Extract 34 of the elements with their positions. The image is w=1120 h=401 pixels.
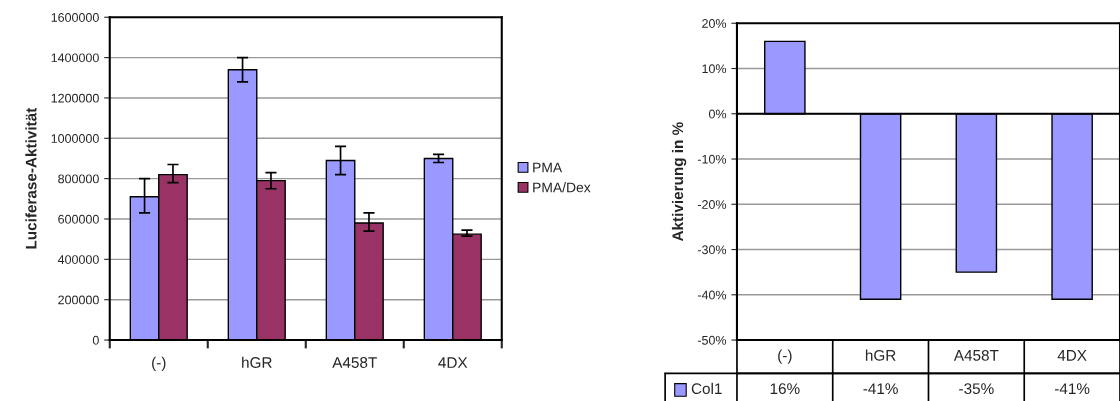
y-tick-label: -30% bbox=[697, 245, 727, 255]
y-axis-title: Luciferase-Aktivität bbox=[25, 107, 37, 249]
y-tick-label: 20% bbox=[702, 19, 727, 28]
text: 16% bbox=[770, 383, 800, 395]
x-tick-label: A458T bbox=[332, 357, 377, 368]
x-tick-label: (-) bbox=[152, 356, 166, 371]
y-tick-label: 0% bbox=[708, 109, 727, 119]
x-tick-label: 4DX bbox=[438, 357, 468, 368]
legend-label: Col1 bbox=[691, 382, 722, 395]
y-tick-label: 1400000 bbox=[51, 53, 99, 63]
y-tick-label: 1200000 bbox=[51, 93, 99, 103]
y-tick-label: 0 bbox=[92, 335, 99, 345]
x-tick-label: hGR bbox=[865, 349, 896, 361]
text: -35% bbox=[959, 383, 994, 395]
y-tick-label: 1600000 bbox=[51, 13, 99, 22]
y-tick-label: 10% bbox=[702, 64, 727, 74]
y-tick-label: -40% bbox=[697, 290, 727, 300]
x-tick-label: hGR bbox=[242, 356, 272, 368]
y-tick-label: 400000 bbox=[57, 255, 99, 264]
text: -41% bbox=[863, 383, 898, 394]
legend-label: PMA/Dex bbox=[533, 182, 591, 193]
y-tick-label: 600000 bbox=[58, 214, 99, 224]
y-tick-label: -20% bbox=[697, 200, 727, 209]
y-tick-label: 200000 bbox=[58, 295, 99, 305]
y-axis-title: Aktivierung in % bbox=[671, 122, 687, 242]
legend-label: PMA bbox=[533, 162, 563, 173]
x-tick-label: 4DX bbox=[1057, 350, 1087, 361]
y-tick-label: -50% bbox=[697, 335, 727, 345]
y-tick-label: 800000 bbox=[58, 174, 99, 184]
x-tick-label: A458T bbox=[953, 349, 999, 361]
y-tick-label: -10% bbox=[697, 154, 727, 164]
y-tick-label: 1000000 bbox=[51, 134, 99, 143]
text: -41% bbox=[1054, 383, 1090, 394]
x-tick-label: (-) bbox=[778, 349, 792, 364]
